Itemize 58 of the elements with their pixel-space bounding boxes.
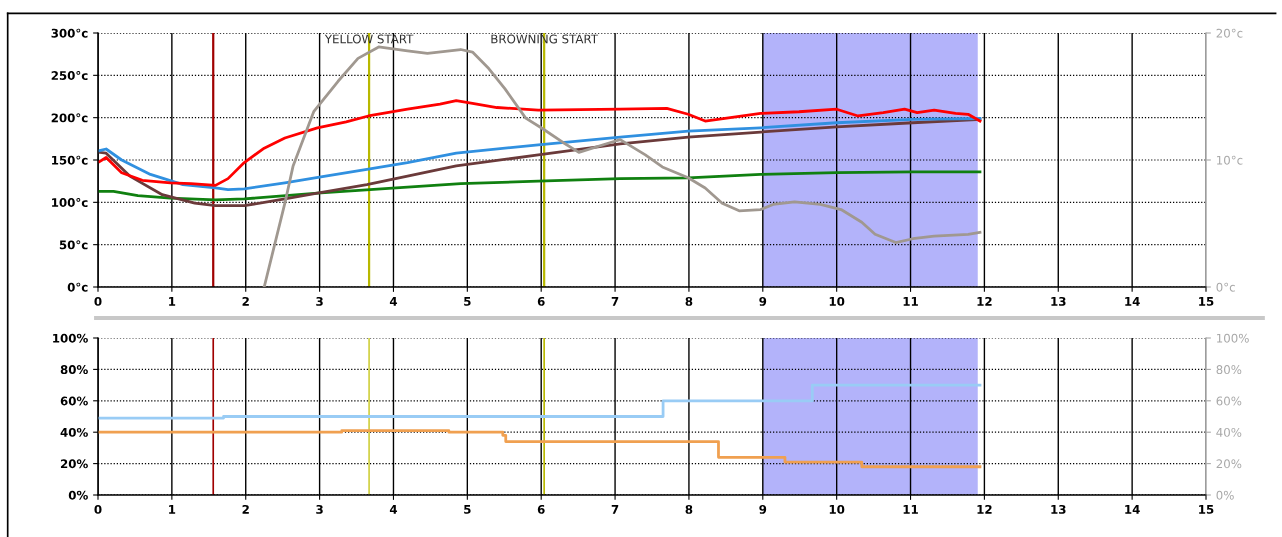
- y-tick-label: 0°c: [67, 282, 88, 292]
- x-tick-label: 7: [611, 297, 619, 306]
- y-tick-label: 0%: [68, 490, 88, 500]
- y2-tick-label: 40%: [1216, 427, 1242, 437]
- x-tick-label: 6: [537, 504, 545, 514]
- y2-tick-label: 100%: [1217, 333, 1249, 343]
- x-tick-label: 11: [903, 505, 918, 514]
- y-tick-label: 50°c: [59, 240, 88, 250]
- x-tick-label: 2: [242, 296, 249, 306]
- y2-tick-label: 0%: [1216, 490, 1234, 500]
- y2-tick-label: 80%: [1216, 365, 1242, 375]
- x-tick-label: 5: [464, 505, 471, 514]
- x-tick-label: 7: [611, 505, 619, 514]
- x-tick-label: 8: [685, 504, 693, 514]
- line-series: [262, 45, 982, 287]
- x-tick-label: 4: [389, 297, 398, 306]
- x-tick-label: 14: [1125, 505, 1140, 514]
- x-tick-label: 13: [1051, 296, 1066, 306]
- x-tick-label: 11: [903, 297, 918, 306]
- x-tick-label: 4: [389, 505, 398, 514]
- y2-tick-label: 20%: [1216, 459, 1242, 469]
- y-tick-label: 100°c: [52, 197, 88, 207]
- x-tick-label: 0: [94, 296, 102, 306]
- x-tick-label: 1: [169, 505, 176, 514]
- y-tick-label: 300°c: [51, 28, 88, 38]
- x-tick-label: 3: [316, 504, 323, 514]
- y2-tick-label: 60%: [1216, 396, 1242, 406]
- x-tick-label: 3: [316, 296, 323, 306]
- x-tick-label: 0: [94, 504, 102, 514]
- x-tick-label: 2: [242, 504, 249, 514]
- y2-tick-label: 10°c: [1217, 155, 1243, 165]
- y2-tick-label: 20°c: [1216, 28, 1243, 38]
- x-tick-label: 8: [685, 296, 693, 306]
- x-tick-label: 15: [1199, 505, 1214, 514]
- x-tick-label: 6: [537, 296, 545, 306]
- y-tick-label: 80%: [60, 365, 88, 375]
- y-tick-label: 60%: [60, 396, 88, 406]
- x-tick-label: 10: [829, 504, 845, 514]
- x-tick-label: 9: [759, 296, 767, 306]
- line-series: [98, 117, 982, 192]
- y-tick-label: 100%: [53, 333, 88, 343]
- x-tick-label: 9: [759, 504, 767, 514]
- x-tick-label: 15: [1199, 297, 1214, 306]
- x-tick-label: 12: [977, 296, 992, 306]
- x-tick-label: 10: [829, 296, 845, 306]
- x-tick-label: 5: [464, 297, 471, 306]
- y-tick-label: 40%: [60, 427, 88, 437]
- x-tick-label: 13: [1051, 504, 1066, 514]
- y2-tick-label: 0°c: [1216, 282, 1235, 292]
- x-tick-label: 1: [169, 297, 176, 306]
- x-tick-label: 14: [1125, 297, 1140, 306]
- y-tick-label: 20%: [60, 459, 88, 469]
- y-tick-label: 250°c: [51, 70, 88, 80]
- y-tick-label: 150°c: [52, 155, 88, 165]
- line-series: [98, 170, 982, 202]
- x-tick-label: 12: [977, 504, 992, 514]
- line-series: [98, 99, 982, 187]
- y-tick-label: 200°c: [51, 113, 88, 123]
